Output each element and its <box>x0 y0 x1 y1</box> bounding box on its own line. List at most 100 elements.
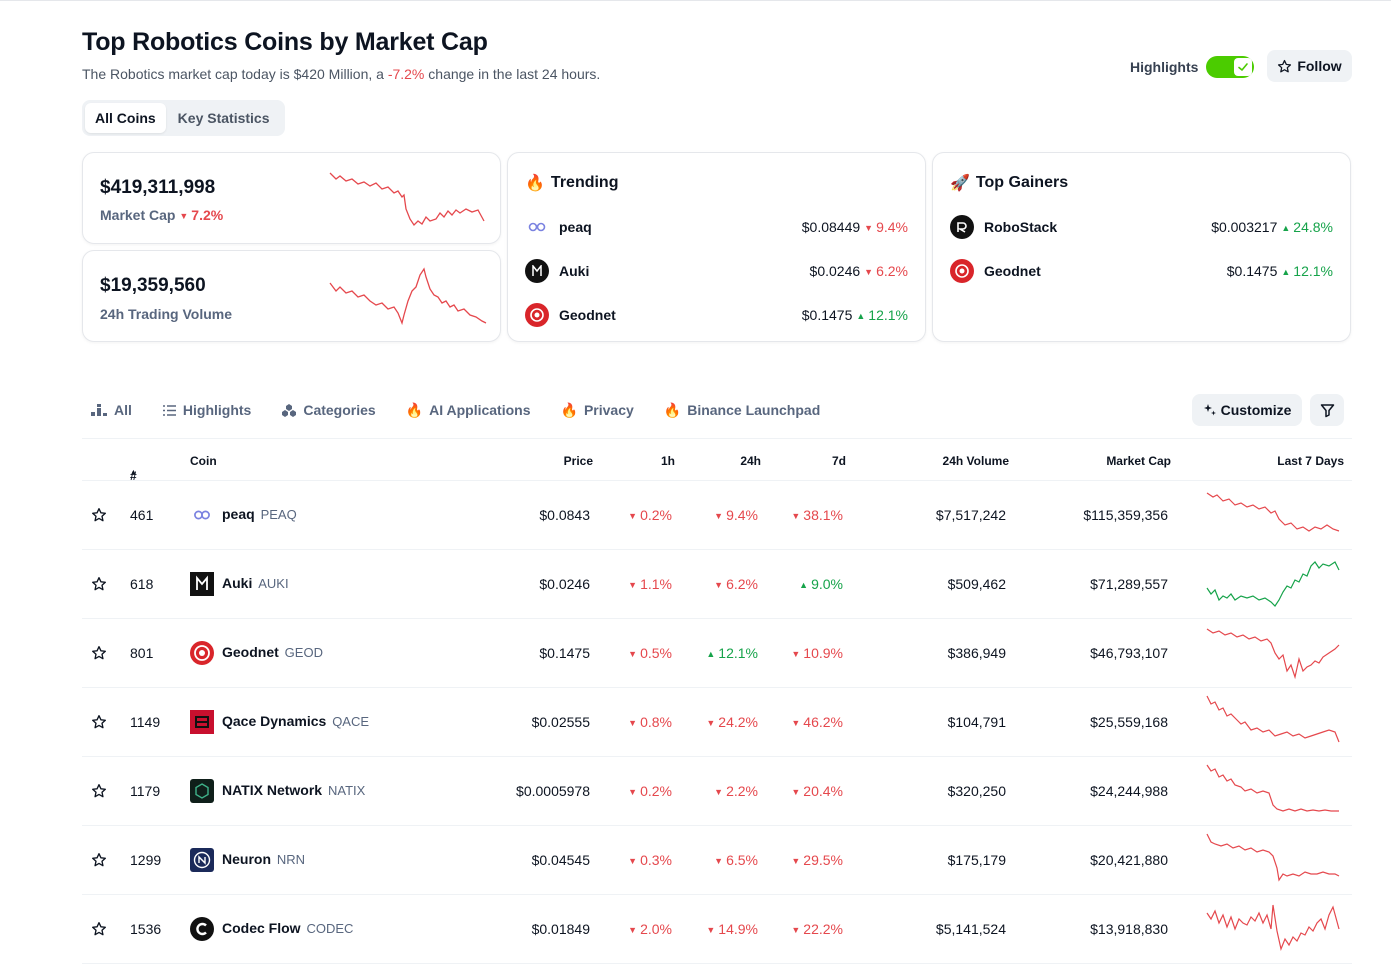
coin-name-link[interactable]: Codec Flow CODEC <box>222 920 353 936</box>
trending-change: ▼ 9.4% <box>864 219 908 235</box>
h1-header[interactable]: 1h <box>660 454 675 468</box>
trending-title: 🔥 Trending <box>525 173 618 193</box>
caret-down-icon: ▼ <box>714 787 724 797</box>
coin-header[interactable]: Coin <box>190 454 217 468</box>
trending-name: peaq <box>559 219 592 235</box>
tab-binance-launchpad[interactable]: 🔥 Binance Launchpad <box>664 402 820 419</box>
filter-button[interactable] <box>1310 394 1344 426</box>
trending-change-value: 9.4% <box>876 219 908 235</box>
gainer-change: ▲ 12.1% <box>1281 263 1333 279</box>
gainer-name: RoboStack <box>984 219 1058 235</box>
price-cell: $0.01849 <box>531 921 590 937</box>
price-cell: $0.02555 <box>531 714 590 730</box>
change-24h-value: 9.4% <box>726 507 758 523</box>
coin-name: NATIX Network <box>222 782 323 798</box>
customize-button[interactable]: Customize <box>1192 394 1302 426</box>
favorite-star-icon[interactable] <box>91 576 107 595</box>
rocket-icon: 🚀 <box>950 175 970 192</box>
change-24h-value: 6.5% <box>726 852 758 868</box>
change-24h-cell: ▼ 6.5% <box>714 852 758 868</box>
trending-price: $0.1475 <box>801 307 853 323</box>
change-1h-cell: ▼ 0.2% <box>628 783 672 799</box>
bar-chart-icon <box>91 404 107 416</box>
table-row[interactable]: 1179 NATIX Network NATIX $0.0005978 ▼ 0.2% ▼ 2… <box>82 757 1352 826</box>
price-header[interactable]: Price <box>563 454 593 468</box>
follow-button[interactable]: Follow <box>1267 50 1352 82</box>
coin-name-link[interactable]: NATIX Network NATIX <box>222 782 365 798</box>
coin-name-link[interactable]: Auki AUKI <box>222 575 289 591</box>
trending-title-text: Trending <box>550 174 619 191</box>
change-7d-cell: ▼ 10.9% <box>791 645 843 661</box>
caret-down-icon: ▼ <box>714 580 724 590</box>
change-7d-value: 20.4% <box>803 783 843 799</box>
customize-label: Customize <box>1220 402 1292 418</box>
gainer-row-geodnet[interactable]: Geodnet $0.1475 ▲ 12.1% <box>950 257 1333 285</box>
coin-name-link[interactable]: Geodnet GEOD <box>222 644 323 660</box>
rank-header-label: # <box>130 469 137 483</box>
highlights-toggle[interactable] <box>1206 56 1255 78</box>
check-icon <box>1234 58 1253 76</box>
trending-row-auki[interactable]: Auki $0.0246 ▼ 6.2% <box>525 257 908 285</box>
coin-name-link[interactable]: peaq PEAQ <box>222 506 297 522</box>
table-body: 461 peaq PEAQ $0.0843 ▼ 0.2% ▼ 9.4% ▼ 38.1% $7,51… <box>82 481 1352 964</box>
change-7d-cell: ▲ 9.0% <box>799 576 843 592</box>
table-row[interactable]: 801 Geodnet GEOD $0.1475 ▼ 0.5% ▲ 12.1% ▼ 10.9% $… <box>82 619 1352 688</box>
tab-privacy-label: Privacy <box>583 402 634 418</box>
caret-down-icon: ▼ <box>706 718 716 728</box>
tab-ai-applications[interactable]: 🔥 AI Applications <box>406 402 531 419</box>
caret-down-icon: ▼ <box>791 787 801 797</box>
sparkline-7d <box>1206 904 1340 952</box>
change-24h-cell: ▲ 12.1% <box>706 645 758 661</box>
tab-all-label: All <box>114 402 132 418</box>
table-row[interactable]: 618 Auki AUKI $0.0246 ▼ 1.1% ▼ 6.2% ▲ 9.0% $509,4… <box>82 550 1352 619</box>
volume-header[interactable]: 24h Volume <box>942 454 1009 468</box>
sparkle-icon <box>1203 404 1216 416</box>
tab-highlights[interactable]: Highlights <box>162 402 251 418</box>
d7-header[interactable]: 7d <box>831 454 846 468</box>
filter-icon <box>1320 403 1334 417</box>
favorite-star-icon[interactable] <box>91 921 107 940</box>
volume-cell: $175,179 <box>947 852 1006 868</box>
favorite-star-icon[interactable] <box>91 507 107 526</box>
sparkline-7d <box>1206 628 1340 680</box>
coin-name-link[interactable]: Neuron NRN <box>222 851 305 867</box>
coin-symbol: GEOD <box>284 645 323 660</box>
change-1h-value: 0.2% <box>640 783 672 799</box>
tab-categories[interactable]: Categories <box>281 402 376 418</box>
caret-down-icon: ▼ <box>864 223 874 233</box>
favorite-star-icon[interactable] <box>91 714 107 733</box>
fire-icon: 🔥 <box>525 175 545 192</box>
market-cap-label: Market Cap ▼ 7.2% <box>100 207 223 223</box>
tab-privacy[interactable]: 🔥 Privacy <box>561 402 634 419</box>
change-1h-cell: ▼ 2.0% <box>628 921 672 937</box>
tab-all-coins[interactable]: All Coins <box>85 103 166 133</box>
trending-row-peaq[interactable]: peaq $0.08449 ▼ 9.4% <box>525 213 908 241</box>
table-row[interactable]: 1149 Qace Dynamics QACE $0.02555 ▼ 0.8% ▼ 24.2… <box>82 688 1352 757</box>
change-7d-value: 10.9% <box>803 645 843 661</box>
gainer-change: ▲ 24.8% <box>1281 219 1333 235</box>
rank-cell: 801 <box>130 645 154 661</box>
change-7d-value: 38.1% <box>803 507 843 523</box>
table-row[interactable]: 1536 Codec Flow CODEC $0.01849 ▼ 2.0% ▼ 14.9% ▼… <box>82 895 1352 964</box>
favorite-star-icon[interactable] <box>91 852 107 871</box>
rank-cell: 1149 <box>130 714 161 730</box>
table-row[interactable]: 1299 Neuron NRN $0.04545 ▼ 0.3% ▼ 6.5% ▼ 29.5% $1… <box>82 826 1352 895</box>
top-divider <box>0 0 1391 1</box>
market-cap-header[interactable]: Market Cap <box>1106 454 1171 468</box>
favorite-star-icon[interactable] <box>91 645 107 664</box>
change-7d-cell: ▼ 29.5% <box>791 852 843 868</box>
trending-change: ▼ 6.2% <box>864 263 908 279</box>
tab-key-statistics[interactable]: Key Statistics <box>177 110 270 126</box>
change-24h-cell: ▼ 14.9% <box>706 921 758 937</box>
natix-icon <box>190 779 214 803</box>
favorite-star-icon[interactable] <box>91 783 107 802</box>
gainer-row-robostack[interactable]: RoboStack $0.003217 ▲ 24.8% <box>950 213 1333 241</box>
trending-row-geodnet[interactable]: Geodnet $0.1475 ▲ 12.1% <box>525 301 908 329</box>
h24-header[interactable]: 24h <box>740 454 761 468</box>
coin-name-link[interactable]: Qace Dynamics QACE <box>222 713 369 729</box>
sparkline-7d <box>1206 695 1340 743</box>
caret-down-icon: ▼ <box>714 856 724 866</box>
tab-all[interactable]: All <box>90 402 132 418</box>
table-row[interactable]: 461 peaq PEAQ $0.0843 ▼ 0.2% ▼ 9.4% ▼ 38.1% $7,51… <box>82 481 1352 550</box>
coin-name: Qace Dynamics <box>222 713 327 729</box>
